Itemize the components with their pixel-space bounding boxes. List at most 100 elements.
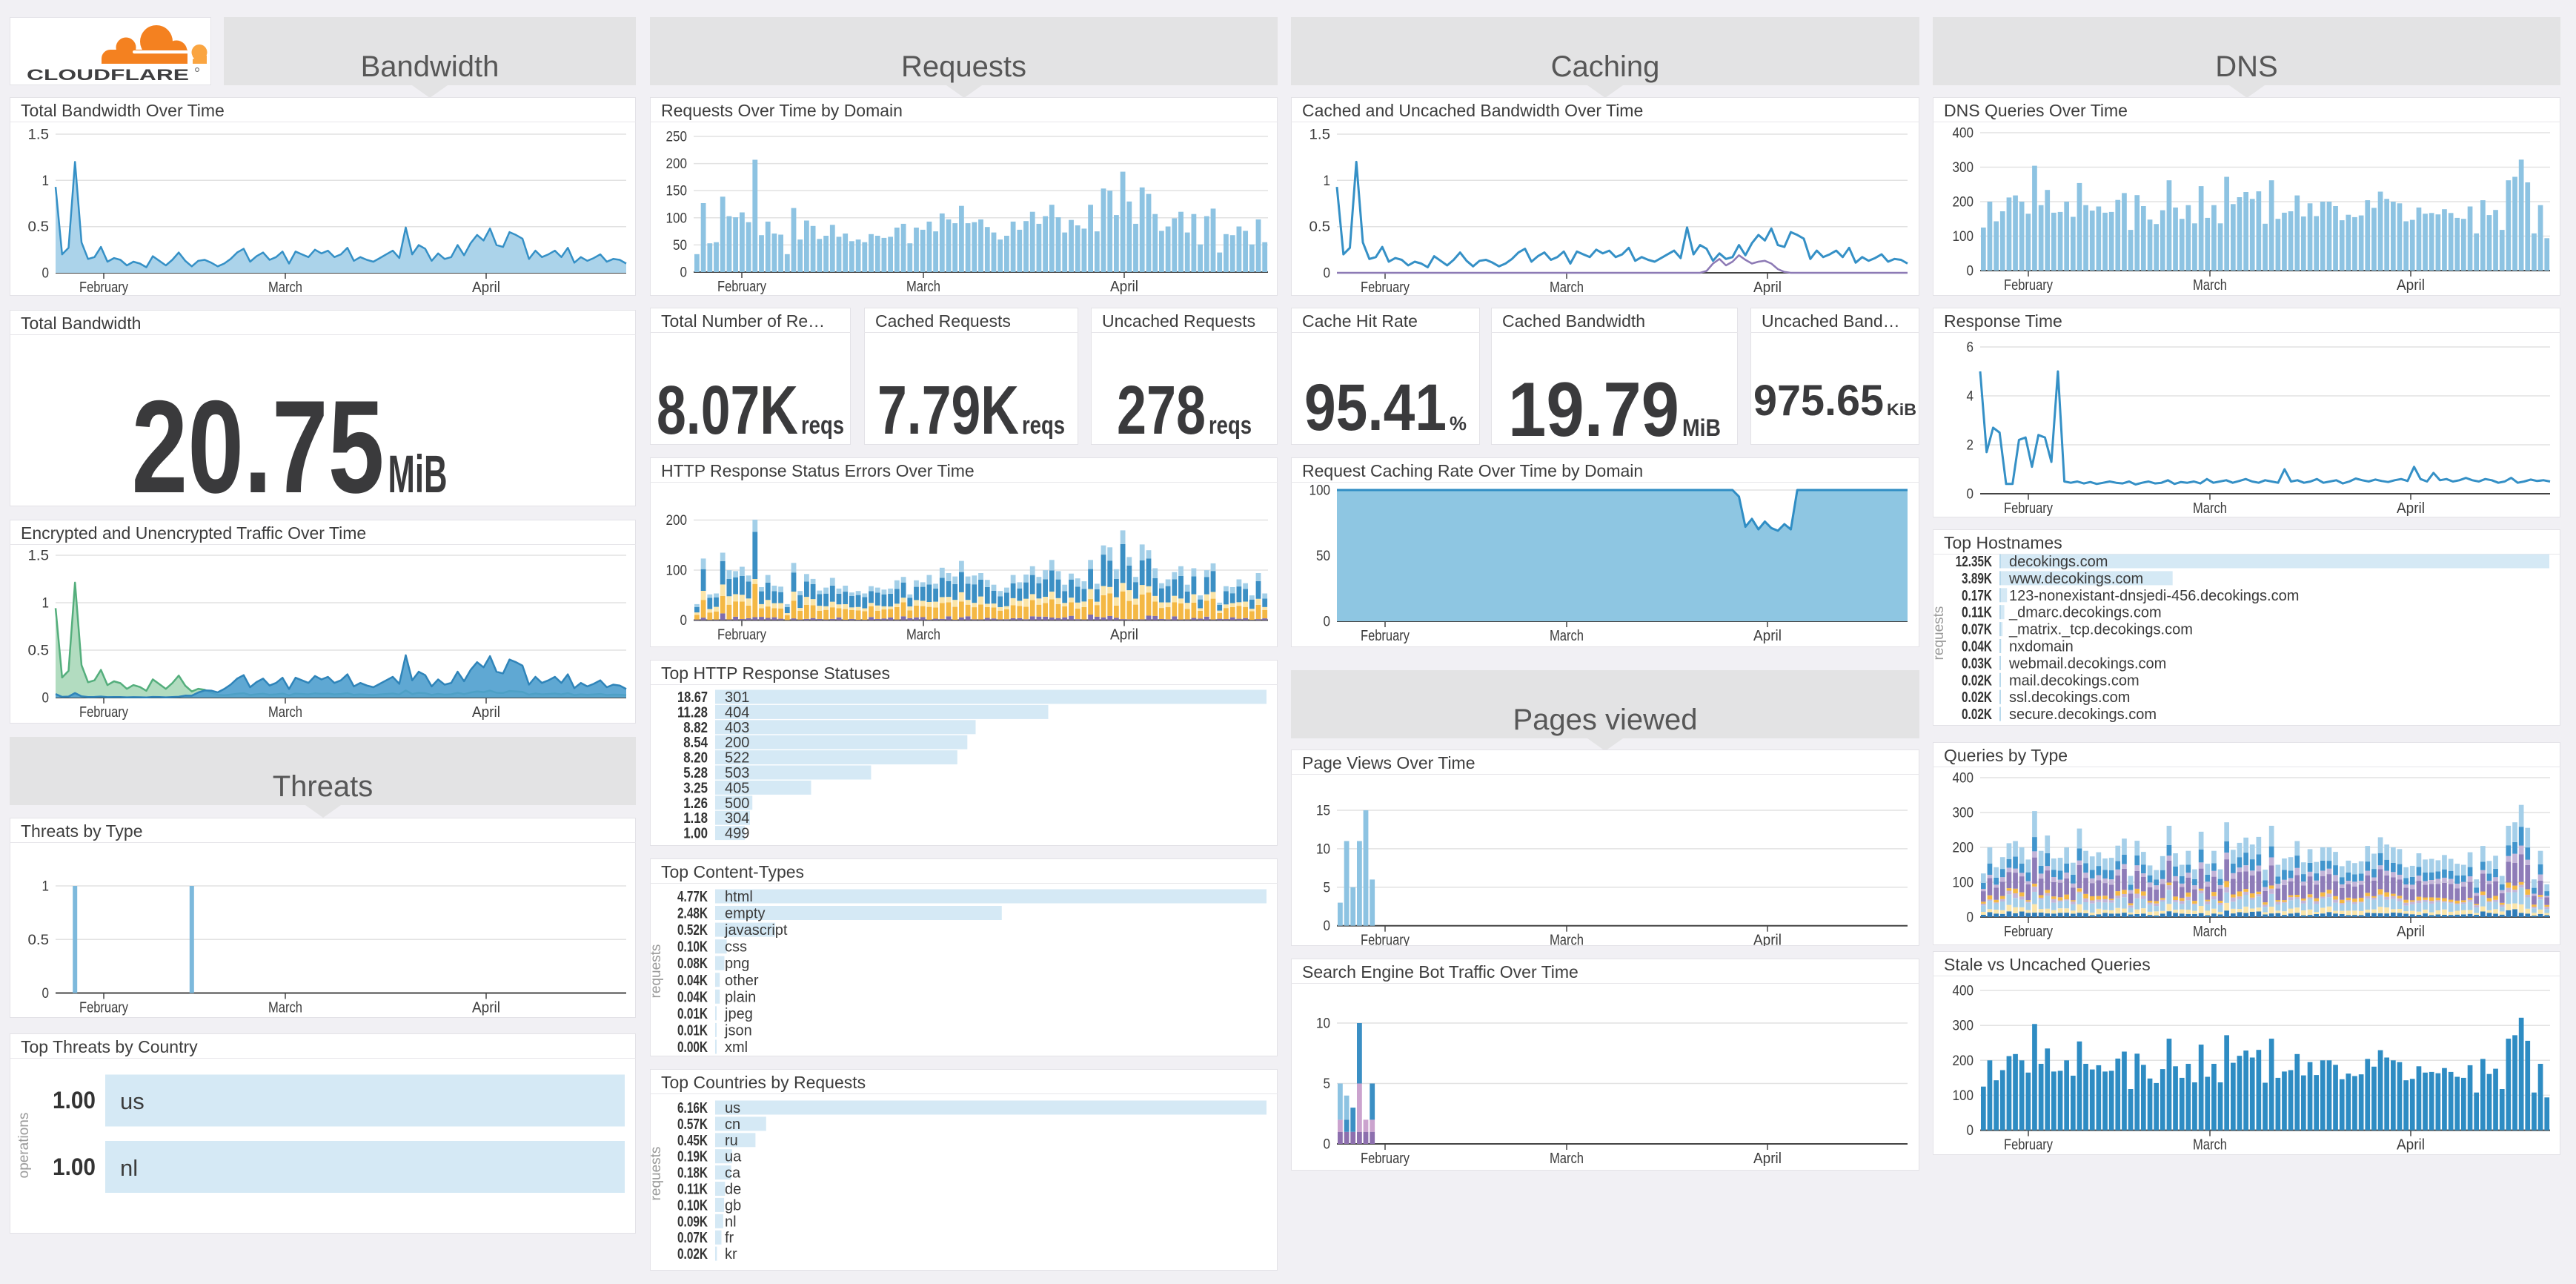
svg-text:ssl.decokings.com: ssl.decokings.com <box>2009 689 2130 706</box>
svg-text:3.89K: 3.89K <box>1962 571 1992 587</box>
svg-text:decokings.com: decokings.com <box>2009 554 2108 570</box>
svg-text:0: 0 <box>42 986 50 1002</box>
svg-text:requests: requests <box>650 1147 664 1201</box>
svg-text:0: 0 <box>1324 1137 1331 1153</box>
svg-text:400: 400 <box>1953 126 1974 142</box>
svg-text:1.5: 1.5 <box>1309 128 1331 143</box>
svg-text:100: 100 <box>666 211 688 226</box>
svg-text:123-nonexistant-dnsjedi-456.de: 123-nonexistant-dnsjedi-456.decokings.co… <box>2009 588 2299 604</box>
svg-text:200: 200 <box>1953 195 1974 211</box>
svg-text:February: February <box>1361 628 1410 644</box>
svg-text:March: March <box>906 279 940 295</box>
svg-text:0.02K: 0.02K <box>1962 672 1992 689</box>
svg-text:0.00K: 0.00K <box>677 1039 708 1056</box>
svg-text:0: 0 <box>1967 1123 1974 1139</box>
svg-text:200: 200 <box>725 735 749 751</box>
svg-text:8.20: 8.20 <box>683 750 708 767</box>
svg-text:0.5: 0.5 <box>1309 219 1331 235</box>
svg-text:March: March <box>1550 1151 1584 1167</box>
svg-text:reqs: reqs <box>801 411 844 440</box>
svg-text:0.09K: 0.09K <box>677 1214 708 1230</box>
svg-text:plain: plain <box>725 989 756 1005</box>
svg-text:12.35K: 12.35K <box>1956 554 1993 570</box>
svg-text:requests: requests <box>1933 606 1947 661</box>
svg-text:February: February <box>717 627 766 643</box>
svg-text:0.02K: 0.02K <box>677 1246 708 1263</box>
svg-text:300: 300 <box>1953 1019 1974 1034</box>
svg-text:0.52K: 0.52K <box>677 922 708 939</box>
svg-text:0.04K: 0.04K <box>677 973 708 989</box>
svg-text:png: png <box>725 956 749 972</box>
svg-text:4.77K: 4.77K <box>677 889 708 905</box>
svg-text:1.5: 1.5 <box>28 128 50 143</box>
svg-text:0: 0 <box>1967 910 1974 926</box>
svg-text:February: February <box>79 704 128 721</box>
svg-text:100: 100 <box>1953 229 1974 245</box>
svg-text:18.67: 18.67 <box>677 689 708 706</box>
svg-text:requests: requests <box>650 944 664 999</box>
svg-text:_matrix._tcp.decokings.com: _matrix._tcp.decokings.com <box>2008 622 2193 638</box>
svg-text:April: April <box>472 279 500 296</box>
svg-text:975.65: 975.65 <box>1753 377 1884 425</box>
svg-text:0.02K: 0.02K <box>1962 689 1992 706</box>
svg-text:304: 304 <box>725 810 749 827</box>
svg-text:0.02K: 0.02K <box>1962 706 1992 723</box>
svg-text:April: April <box>1110 627 1138 643</box>
svg-text:0.11K: 0.11K <box>1962 605 1992 621</box>
svg-text:March: March <box>1550 628 1584 644</box>
svg-text:1.00: 1.00 <box>53 1087 96 1113</box>
svg-text:20.75: 20.75 <box>132 373 385 506</box>
svg-text:April: April <box>2397 1137 2425 1154</box>
svg-text:8.07K: 8.07K <box>657 371 798 445</box>
svg-text:ru: ru <box>725 1133 738 1149</box>
svg-text:0: 0 <box>1324 615 1331 630</box>
svg-text:300: 300 <box>1953 160 1974 176</box>
svg-text:0.10K: 0.10K <box>677 939 708 956</box>
svg-text:100: 100 <box>1309 483 1331 499</box>
svg-text:1: 1 <box>42 596 50 612</box>
svg-text:KiB: KiB <box>1887 400 1916 419</box>
svg-text:February: February <box>1361 933 1410 946</box>
svg-text:html: html <box>725 889 753 905</box>
svg-text:February: February <box>79 279 128 296</box>
svg-text:0.07K: 0.07K <box>677 1230 708 1246</box>
svg-text:200: 200 <box>1953 1053 1974 1069</box>
svg-text:0: 0 <box>1324 266 1331 282</box>
svg-text:April: April <box>1753 1151 1782 1167</box>
svg-text:us: us <box>120 1088 145 1114</box>
svg-text:400: 400 <box>1953 771 1974 787</box>
svg-text:503: 503 <box>725 765 749 781</box>
svg-text:March: March <box>2193 1137 2227 1154</box>
svg-text:operations: operations <box>16 1113 32 1179</box>
svg-text:March: March <box>1550 933 1584 946</box>
svg-text:5: 5 <box>1324 1076 1331 1092</box>
svg-text:522: 522 <box>725 750 749 767</box>
svg-text:reqs: reqs <box>1209 411 1252 440</box>
svg-text:5.28: 5.28 <box>683 765 708 781</box>
svg-text:100: 100 <box>1953 1088 1974 1104</box>
svg-text:reqs: reqs <box>1022 411 1065 440</box>
svg-text:March: March <box>2193 277 2227 294</box>
svg-text:200: 200 <box>1953 841 1974 856</box>
svg-text:7.79K: 7.79K <box>877 371 1019 445</box>
svg-text:95.41: 95.41 <box>1304 370 1447 444</box>
svg-text:0.11K: 0.11K <box>677 1182 708 1198</box>
svg-text:0.04K: 0.04K <box>1962 639 1992 655</box>
svg-text:100: 100 <box>1953 876 1974 891</box>
svg-text:February: February <box>2004 500 2053 517</box>
svg-text:0.5: 0.5 <box>28 933 50 948</box>
svg-text:0.57K: 0.57K <box>677 1116 708 1133</box>
svg-text:0: 0 <box>680 265 688 281</box>
svg-text:8.82: 8.82 <box>683 720 708 736</box>
svg-text:February: February <box>2004 277 2053 294</box>
svg-text:1.00: 1.00 <box>683 826 708 842</box>
svg-text:March: March <box>2193 924 2227 940</box>
svg-text:19.79: 19.79 <box>1508 367 1679 445</box>
svg-text:nl: nl <box>725 1214 737 1230</box>
svg-text:0: 0 <box>1967 264 1974 279</box>
svg-text:April: April <box>472 1000 500 1016</box>
svg-text:1: 1 <box>42 173 50 189</box>
svg-text:April: April <box>2397 277 2425 294</box>
svg-text:4: 4 <box>1967 389 1974 405</box>
svg-text:webmail.decokings.com: webmail.decokings.com <box>2008 655 2166 672</box>
